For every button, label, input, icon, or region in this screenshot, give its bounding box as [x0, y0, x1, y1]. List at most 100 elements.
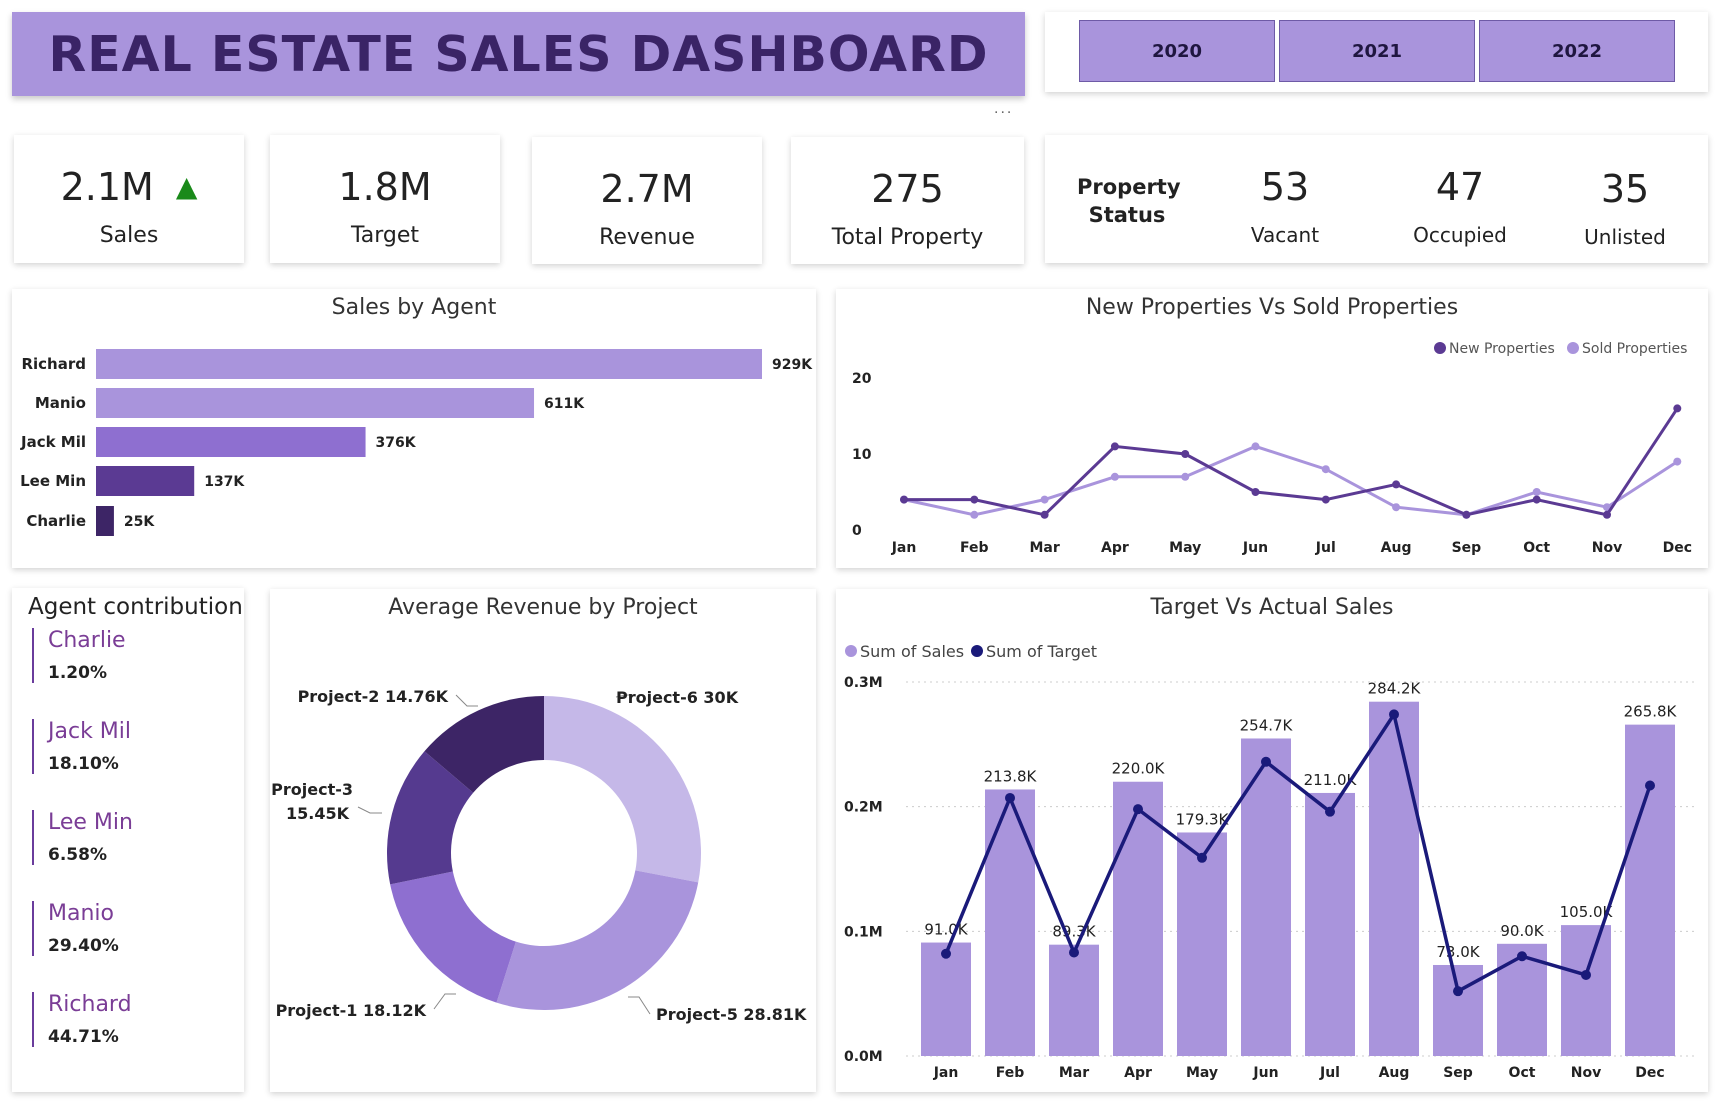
y-tick-label: 0.2M: [844, 800, 883, 816]
series-point: [1251, 442, 1260, 451]
series-point: [1181, 472, 1190, 481]
donut-label: Project-5 28.81K: [656, 1005, 807, 1024]
legend-marker: [845, 645, 857, 657]
series-point: [1392, 503, 1401, 512]
series-point: [1603, 510, 1611, 519]
kpi-total-property-card: 275 Total Property: [791, 137, 1024, 264]
x-tick-label: Apr: [1124, 1065, 1152, 1081]
series-point: [970, 495, 979, 504]
target-point: [1133, 804, 1143, 815]
target-vs-actual-card: Target Vs Actual Sales 0.0M 0.1M 0.2M 0.3M S…: [836, 589, 1708, 1092]
x-tick-label: Aug: [1381, 540, 1412, 556]
agent-bar: [96, 349, 762, 379]
series-point: [1532, 495, 1541, 504]
target-point: [1645, 780, 1655, 791]
new-vs-sold-title: New Properties Vs Sold Properties: [1085, 295, 1459, 320]
bar-value-label: 211.0K: [1304, 771, 1358, 789]
kpi-total-property-label: Total Property: [831, 225, 984, 250]
target-point: [1453, 986, 1463, 997]
bar-value-label: 105.0K: [1560, 903, 1614, 921]
agent-contribution-title: Agent contribution: [28, 594, 243, 620]
y-tick-label: 20: [852, 371, 872, 387]
year-button-2022[interactable]: 2022: [1479, 20, 1675, 82]
donut-label: Project-3: [271, 780, 353, 799]
bar-value-label: 254.7K: [1240, 716, 1294, 734]
legend-label: New Properties: [1449, 341, 1555, 357]
contribution-pct: 29.40%: [48, 936, 119, 956]
sales-bar: [985, 789, 1035, 1056]
y-tick-label: 0: [852, 523, 862, 539]
series-point: [900, 495, 908, 504]
x-tick-label: Dec: [1663, 540, 1692, 556]
contribution-name: Charlie: [48, 628, 126, 653]
donut-slice: [544, 696, 701, 883]
x-tick-label: Nov: [1592, 540, 1622, 556]
kpi-revenue-card: 2.7M Revenue: [532, 137, 762, 264]
year-button-2020[interactable]: 2020: [1079, 20, 1275, 82]
sales-bar: [1049, 944, 1099, 1056]
series-point: [1040, 495, 1049, 504]
sales-bar: [1305, 792, 1355, 1056]
target-point: [1581, 969, 1591, 980]
contribution-name: Manio: [48, 901, 114, 926]
y-tick-label: 0.3M: [844, 675, 883, 691]
property-status-card: Property Status 53 Vacant 47 Occupied 35…: [1045, 135, 1708, 263]
target-point: [1261, 756, 1271, 767]
y-tick-label: 0.1M: [844, 924, 883, 940]
contribution-name: Richard: [48, 992, 132, 1017]
series-point: [1673, 404, 1682, 413]
legend-marker: [971, 645, 983, 657]
bar-value-label: 91.0K: [924, 921, 968, 939]
legend-marker: [1567, 342, 1579, 354]
kpi-target-value: 1.8M: [338, 165, 432, 209]
target-point: [1389, 709, 1399, 720]
sales-bar: [1241, 738, 1291, 1056]
legend-label: Sum of Sales: [860, 642, 964, 661]
donut-slice: [496, 870, 699, 1010]
new-vs-sold-card: New Properties Vs Sold Properties 0 10 20 J…: [836, 289, 1708, 568]
kpi-target-label: Target: [350, 223, 420, 248]
donut-slice: [424, 696, 544, 793]
x-tick-label: Jun: [1252, 1065, 1278, 1081]
bar-value-label: 265.8K: [1624, 703, 1678, 721]
x-tick-label: Dec: [1635, 1065, 1664, 1081]
vacant-value: 53: [1260, 165, 1310, 209]
series-point: [1532, 488, 1541, 496]
sales-bar: [1177, 832, 1227, 1056]
page-title: REAL ESTATE SALES DASHBOARD: [48, 25, 989, 83]
x-tick-label: May: [1186, 1065, 1218, 1081]
sales-by-agent-title: Sales by Agent: [331, 295, 497, 320]
agent-value-label: 611K: [544, 396, 585, 412]
sales-bar: [1433, 964, 1483, 1056]
series-point: [1040, 510, 1049, 519]
legend-marker: [1434, 342, 1446, 354]
contribution-pct: 6.58%: [48, 845, 107, 865]
x-tick-label: Oct: [1509, 1065, 1536, 1081]
series-point: [1110, 442, 1119, 451]
year-button-2021[interactable]: 2021: [1279, 20, 1475, 82]
series-point: [1321, 465, 1330, 474]
kpi-sales-label: Sales: [99, 223, 159, 248]
x-tick-label: Jun: [1242, 540, 1268, 556]
series-line: [904, 407, 1679, 517]
series-point: [970, 510, 979, 519]
kpi-total-property-value: 275: [871, 167, 944, 211]
status-unlisted: 35 Unlisted: [1550, 167, 1700, 249]
series-point: [1673, 457, 1682, 466]
new-vs-sold-chart: 0 10 20 Jan Feb Mar Apr May Jun Jul Aug Sep Oct Nov De…: [852, 341, 1692, 556]
donut-label: Project-1 18.12K: [276, 1001, 427, 1020]
series-line: [903, 444, 1679, 517]
sales-by-agent-card: Sales by Agent Richard 929K Manio 611K Jack …: [12, 289, 816, 568]
x-tick-label: Feb: [996, 1065, 1025, 1081]
contribution-pct: 18.10%: [48, 754, 119, 774]
series-point: [1110, 472, 1119, 481]
x-tick-label: Apr: [1101, 540, 1129, 556]
more-options-icon[interactable]: ...: [994, 100, 1014, 117]
contribution-pct: 1.20%: [48, 663, 107, 683]
sales-bar: [1561, 925, 1611, 1056]
occupied-value: 47: [1435, 165, 1485, 209]
kpi-sales-card: 2.1M ▲ Sales: [14, 135, 244, 263]
series-point: [1251, 488, 1260, 496]
donut-leader-line: [628, 996, 651, 1015]
contribution-item-manio: Manio 29.40%: [32, 901, 119, 956]
